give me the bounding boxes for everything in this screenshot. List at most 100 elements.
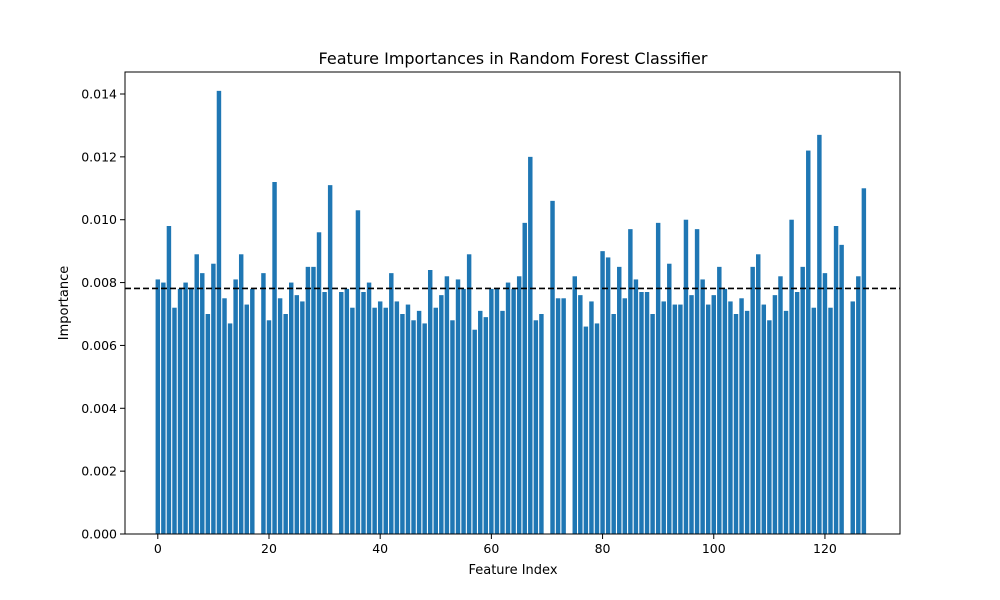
- bar-feature-89: [650, 314, 655, 534]
- y-axis-label: Importance: [57, 266, 72, 341]
- bar-feature-44: [400, 314, 405, 534]
- bar-feature-79: [594, 323, 600, 534]
- bar-feature-94: [678, 304, 683, 534]
- bar-feature-46: [411, 320, 416, 534]
- bar-feature-75: [572, 276, 577, 534]
- bar-feature-115: [794, 292, 800, 534]
- bar-feature-100: [711, 295, 716, 534]
- bar-feature-83: [617, 266, 622, 534]
- bar-feature-120: [822, 273, 828, 534]
- bar-feature-108: [756, 254, 761, 535]
- bar-feature-37: [361, 292, 366, 534]
- y-tick-label: 0.010: [81, 212, 117, 227]
- bar-feature-15: [238, 254, 244, 535]
- bar-feature-127: [861, 188, 867, 535]
- bar-feature-9: [205, 314, 211, 534]
- bar-feature-109: [761, 304, 767, 534]
- plot-frame: [124, 71, 901, 535]
- bar-feature-76: [578, 295, 583, 534]
- bar-feature-49: [427, 270, 433, 534]
- bar-feature-58: [478, 310, 483, 534]
- bar-feature-69: [539, 314, 544, 534]
- x-tick-label: 120: [813, 541, 837, 556]
- bar-feature-34: [344, 288, 350, 534]
- bar-feature-29: [316, 232, 322, 535]
- bar-feature-98: [700, 279, 705, 534]
- bar-feature-40: [377, 301, 383, 534]
- bar-feature-63: [505, 282, 511, 534]
- bar-feature-78: [589, 301, 594, 534]
- bar-feature-99: [705, 304, 711, 534]
- bar-feature-7: [194, 254, 199, 535]
- bar-feature-20: [266, 320, 272, 534]
- bar-feature-123: [839, 244, 844, 535]
- bar-feature-14: [233, 279, 238, 534]
- bar-feature-106: [744, 310, 750, 534]
- y-tick-label: 0.000: [81, 527, 117, 542]
- bar-feature-117: [806, 150, 811, 534]
- bar-feature-92: [667, 263, 672, 534]
- bar-feature-72: [555, 298, 561, 534]
- bar-feature-65: [516, 276, 522, 534]
- bar-feature-93: [672, 304, 678, 534]
- bar-feature-77: [583, 326, 589, 534]
- bar-feature-42: [389, 273, 394, 534]
- bar-feature-54: [455, 279, 461, 534]
- bar-feature-73: [561, 298, 566, 534]
- bar-feature-31: [327, 185, 333, 534]
- bar-feature-39: [372, 307, 377, 534]
- y-tick-label: 0.002: [81, 464, 117, 479]
- bar-feature-47: [416, 310, 422, 534]
- bar-feature-45: [405, 304, 411, 534]
- bar-feature-67: [528, 156, 533, 535]
- y-tick-label: 0.008: [81, 275, 117, 290]
- bar-feature-36: [355, 210, 361, 535]
- bar-feature-91: [661, 301, 666, 534]
- x-tick-label: 80: [595, 541, 611, 556]
- bar-feature-38: [366, 282, 372, 534]
- bar-feature-60: [489, 288, 494, 534]
- bar-feature-81: [605, 257, 611, 534]
- bar-feature-12: [222, 298, 227, 534]
- bar-feature-4: [177, 288, 183, 534]
- bar-feature-53: [450, 320, 455, 534]
- bar-feature-33: [339, 292, 344, 534]
- bar-feature-107: [750, 266, 755, 534]
- bar-feature-111: [772, 295, 778, 534]
- bar-feature-16: [244, 304, 249, 534]
- bar-feature-3: [172, 307, 177, 534]
- bar-feature-110: [767, 320, 772, 534]
- x-tick-label: 60: [483, 541, 499, 556]
- y-axis: 0.000 0.002 0.004 0.006 0.008 0.010 0.012 0.014: [81, 87, 125, 542]
- bar-feature-28: [311, 266, 316, 534]
- x-axis: 0 20 40 60 80 100 120: [154, 534, 837, 556]
- bar-feature-23: [283, 314, 288, 534]
- x-tick-label: 100: [702, 541, 726, 556]
- y-tick-label: 0.012: [81, 149, 117, 164]
- bar-feature-30: [322, 292, 327, 534]
- bar-feature-84: [622, 298, 628, 534]
- bar-feature-66: [522, 222, 527, 535]
- bar-feature-0: [155, 279, 161, 534]
- bar-feature-122: [833, 226, 839, 534]
- bar-feature-82: [611, 314, 616, 534]
- bar-feature-68: [533, 320, 539, 534]
- bar-feature-105: [739, 298, 744, 534]
- bar-feature-26: [300, 301, 305, 534]
- bar-feature-116: [800, 266, 805, 534]
- bar-feature-17: [250, 288, 255, 534]
- bar-feature-22: [277, 298, 283, 534]
- bar-feature-119: [817, 134, 822, 535]
- bar-feature-1: [161, 282, 166, 534]
- bar-feature-102: [722, 288, 728, 534]
- y-tick-label: 0.014: [81, 87, 117, 102]
- bar-feature-35: [350, 307, 355, 534]
- bar-feature-85: [628, 229, 633, 534]
- y-tick-label: 0.004: [81, 401, 117, 416]
- bar-feature-57: [472, 329, 477, 534]
- bar-feature-103: [728, 301, 733, 534]
- x-tick-label: 20: [261, 541, 277, 556]
- x-tick-label: 0: [154, 541, 162, 556]
